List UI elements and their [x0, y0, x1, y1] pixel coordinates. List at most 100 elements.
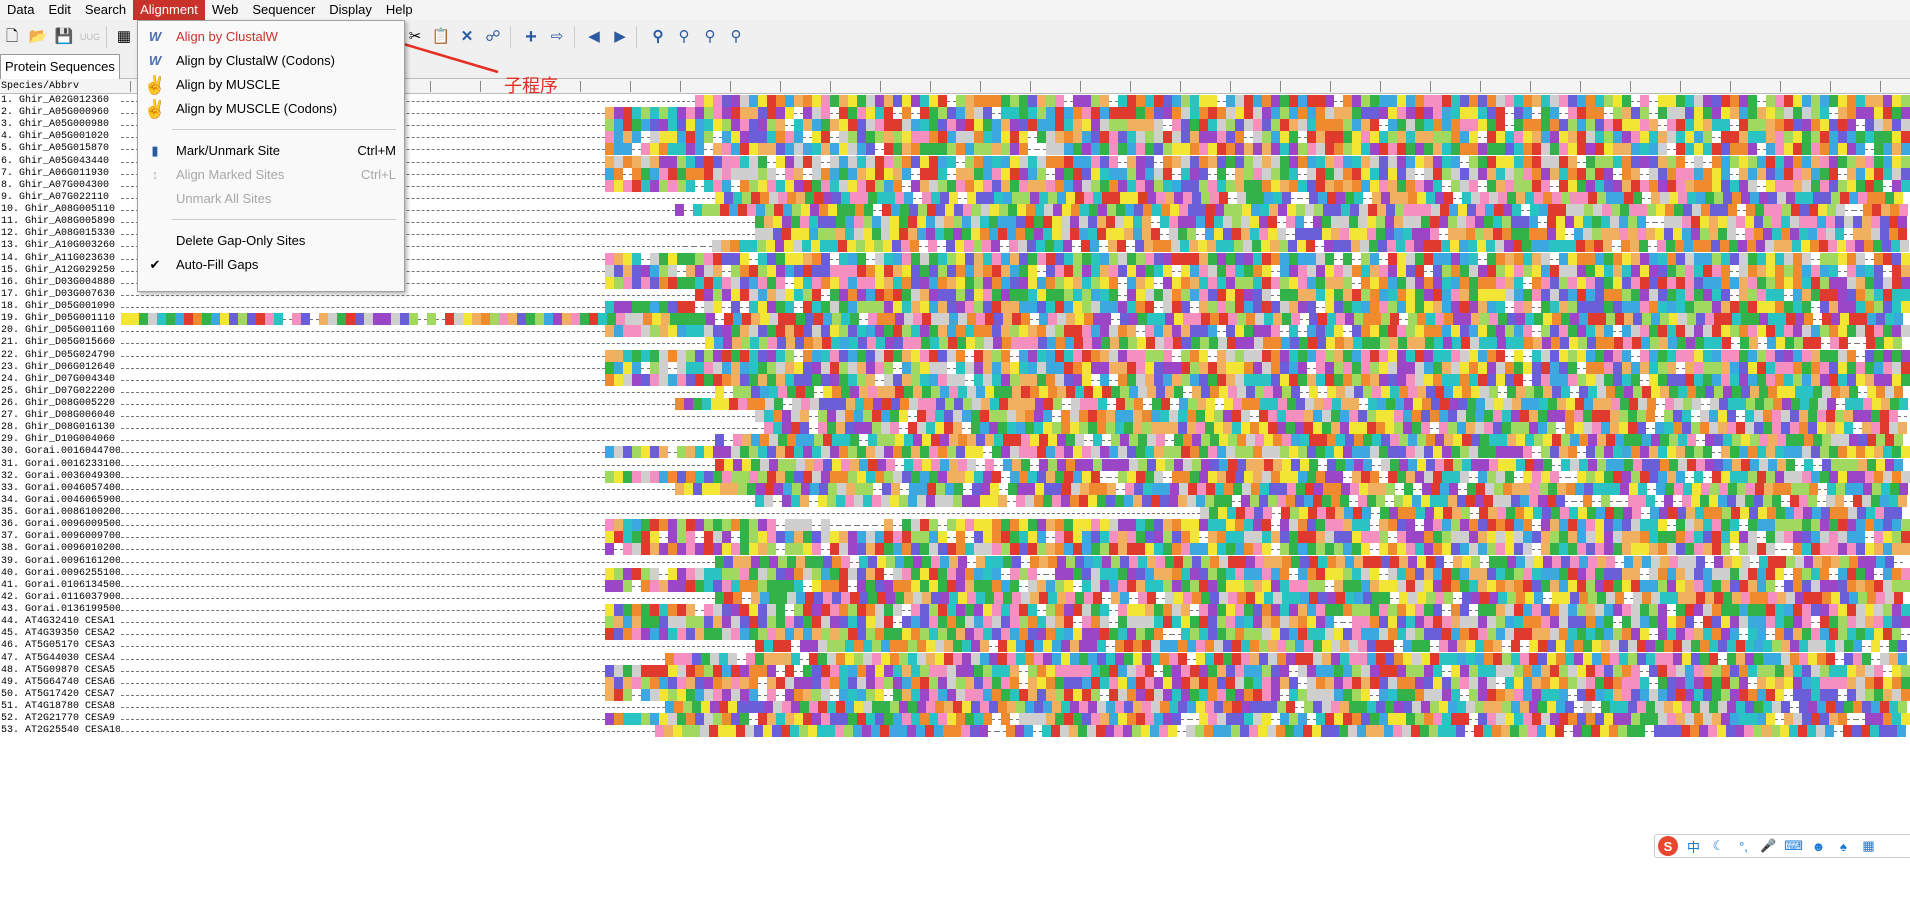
sequence-row[interactable] [695, 95, 1910, 107]
sequence-row[interactable] [755, 422, 1910, 434]
menu-alignment[interactable]: Alignment [133, 0, 205, 20]
species-label[interactable]: 42. Gorai.0116037900 [1, 592, 120, 604]
menu-data[interactable]: Data [0, 0, 41, 20]
menu-sequencer[interactable]: Sequencer [245, 0, 322, 20]
species-label[interactable]: 21. Ghir_D05G015660 [1, 337, 115, 349]
species-label[interactable]: 6. Ghir_A05G043440 [1, 156, 109, 168]
search-icon[interactable]: ⚲ [648, 27, 668, 47]
sequence-row[interactable] [605, 143, 1910, 155]
species-label[interactable]: 17. Ghir_D03G007630 [1, 289, 115, 301]
species-label[interactable]: 8. Ghir_A07G004300 [1, 180, 109, 192]
sequence-row[interactable] [605, 277, 1910, 289]
species-label[interactable]: 1. Ghir_A02G012360 [1, 95, 109, 107]
sequence-row[interactable] [605, 131, 1910, 143]
species-label[interactable]: 15. Ghir_A12G029250 [1, 265, 115, 277]
sequence-row[interactable] [605, 107, 1910, 119]
species-label[interactable]: 14. Ghir_A11G023630 [1, 253, 115, 265]
sequence-row[interactable] [605, 156, 1910, 168]
open-folder-icon[interactable]: 📂 [28, 27, 48, 47]
species-label[interactable]: 47. AT5G44030 CESA4 [1, 653, 115, 665]
sequence-row[interactable] [605, 350, 1910, 362]
species-label[interactable]: 27. Ghir_D08G006040 [1, 410, 115, 422]
species-label[interactable]: 35. Gorai.0086100200 [1, 507, 120, 519]
species-label[interactable]: 43. Gorai.0136199500 [1, 604, 120, 616]
species-label[interactable]: 50. AT5G17420 CESA7 [1, 689, 115, 701]
sequence-row[interactable] [685, 240, 1910, 252]
species-label[interactable]: 33. Gorai.0046057400 [1, 483, 120, 495]
sequence-row[interactable] [715, 434, 1910, 446]
next-icon[interactable]: ▶ [610, 27, 630, 47]
species-label[interactable]: 11. Ghir_A08G005890 [1, 216, 115, 228]
species-label[interactable]: 36. Gorai.0096009500 [1, 519, 120, 531]
sequence-row[interactable] [715, 386, 1910, 398]
sequence-row[interactable] [675, 483, 1910, 495]
menu-display[interactable]: Display [322, 0, 379, 20]
species-label[interactable]: 45. AT4G39350 CESA2 [1, 628, 115, 640]
paste-icon[interactable]: 📋 [431, 27, 451, 47]
species-label[interactable]: 51. AT4G18780 CESA8 [1, 701, 115, 713]
species-label[interactable]: 49. AT5G64740 CESA6 [1, 677, 115, 689]
species-label[interactable]: 2. Ghir_A05G000960 [1, 107, 109, 119]
sequence-row[interactable] [675, 204, 1910, 216]
sequence-row[interactable] [715, 192, 1910, 204]
sequence-row[interactable] [755, 410, 1910, 422]
sequence-row[interactable] [695, 289, 1910, 301]
species-label[interactable]: 19. Ghir_D05G001110 [1, 313, 115, 325]
species-label[interactable]: 34. Gorai.0046065900 [1, 495, 120, 507]
uug-icon[interactable]: UUG [80, 27, 100, 47]
species-label[interactable]: 7. Ghir_A06G011930 [1, 168, 109, 180]
species-label[interactable]: 3. Ghir_A05G000980 [1, 119, 109, 131]
save-icon[interactable]: 💾 [54, 27, 74, 47]
species-label[interactable]: 38. Gorai.0096010200 [1, 543, 120, 555]
species-label[interactable]: 24. Ghir_D07G004340 [1, 374, 115, 386]
species-label[interactable]: 4. Ghir_A05G001020 [1, 131, 109, 143]
species-label[interactable]: 18. Ghir_D05G001090 [1, 301, 115, 313]
species-label[interactable]: 31. Gorai.0016233100 [1, 459, 120, 471]
search-next-icon[interactable]: ⚲ [700, 27, 720, 47]
delete-x-icon[interactable]: ✕ [457, 27, 477, 47]
species-label[interactable]: 29. Ghir_D10G004060 [1, 434, 115, 446]
species-label[interactable]: 12. Ghir_A08G015330 [1, 228, 115, 240]
sequence-row[interactable] [605, 325, 1910, 337]
sequence-row[interactable] [605, 374, 1910, 386]
menu-help[interactable]: Help [379, 0, 420, 20]
sequence-row[interactable] [675, 398, 1910, 410]
menu-search[interactable]: Search [78, 0, 133, 20]
species-label[interactable]: 46. AT5G05170 CESA3 [1, 640, 115, 652]
species-label[interactable]: 28. Ghir_D08G016130 [1, 422, 115, 434]
species-label[interactable]: 44. AT4G32410 CESA1 [1, 616, 115, 628]
cut-icon[interactable]: ✂ [405, 27, 425, 47]
search-settings-icon[interactable]: ⚲ [726, 27, 746, 47]
sequence-row[interactable] [605, 265, 1910, 277]
search-prev-icon[interactable]: ⚲ [674, 27, 694, 47]
sequence-row[interactable] [755, 216, 1910, 228]
sequence-row[interactable] [755, 228, 1910, 240]
species-label[interactable]: 16. Ghir_D03G004880 [1, 277, 115, 289]
sequence-row[interactable] [605, 168, 1910, 180]
sequence-row[interactable] [605, 253, 1910, 265]
sequence-row[interactable] [605, 119, 1910, 131]
prev-icon[interactable]: ◀ [584, 27, 604, 47]
species-label[interactable]: 22. Ghir_D05G024790 [1, 350, 115, 362]
species-label[interactable]: 9. Ghir_A07G022110 [1, 192, 109, 204]
species-label[interactable]: 10. Ghir_A08G005110 [1, 204, 115, 216]
sequence-row[interactable] [705, 337, 1910, 349]
species-label[interactable]: 20. Ghir_D05G001160 [1, 325, 115, 337]
insert-icon[interactable]: ⇨ [547, 27, 567, 47]
species-label[interactable]: 37. Gorai.0096009700 [1, 531, 120, 543]
sequence-row[interactable] [605, 362, 1910, 374]
species-label[interactable]: 53. AT2G25540 CESA10 [1, 725, 120, 737]
find-replace-icon[interactable]: ☍ [483, 27, 503, 47]
species-label[interactable]: 40. Gorai.0096255100 [1, 568, 120, 580]
species-label[interactable]: 52. AT2G21770 CESA9 [1, 713, 115, 725]
sequence-row[interactable] [715, 459, 1910, 471]
species-label[interactable]: 25. Ghir_D07G022200 [1, 386, 115, 398]
species-label[interactable]: 26. Ghir_D08G005220 [1, 398, 115, 410]
species-label[interactable]: 32. Gorai.0036049300 [1, 471, 120, 483]
species-label[interactable]: 48. AT5G09870 CESA5 [1, 665, 115, 677]
sequence-row[interactable] [605, 301, 1910, 313]
sequence-row[interactable] [121, 313, 1910, 325]
species-label[interactable]: 23. Ghir_D06G012640 [1, 362, 115, 374]
species-label[interactable]: 5. Ghir_A05G015870 [1, 143, 109, 155]
sequence-row[interactable] [605, 446, 1910, 458]
